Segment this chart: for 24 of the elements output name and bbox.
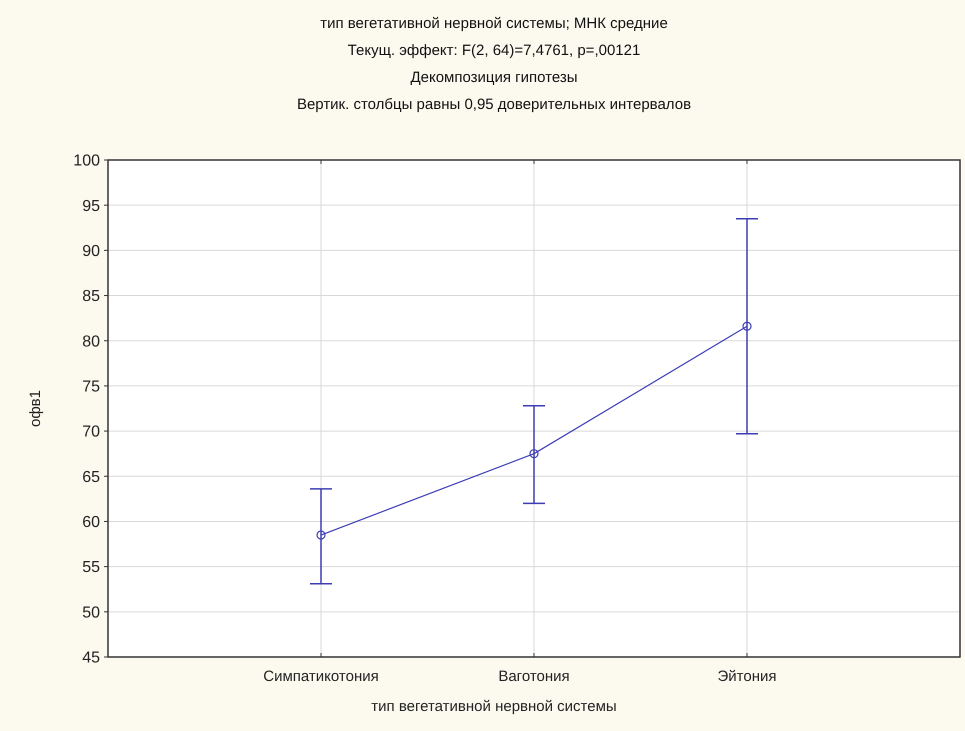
y-tick-label: 55 — [82, 559, 100, 576]
chart-title: тип вегетативной нервной системы; МНК средние — [320, 15, 668, 32]
text: Вертик. столбцы равны 0,95 доверительных интервалов — [296, 96, 692, 113]
y-tick-label: 45 — [82, 650, 100, 667]
x-tick-label: Ваготония — [498, 668, 570, 685]
y-tick-label: 50 — [82, 604, 100, 622]
y-tick-label: 90 — [82, 242, 100, 260]
point — [742, 322, 752, 331]
text: Декомпозиция гипотезы — [410, 69, 578, 86]
chart-subtitle: Текущ. эффект: F(2, 64)=7,4761, p=,00121 — [348, 42, 640, 59]
x-tick-label: Симпатикотония — [263, 668, 379, 685]
point — [316, 530, 326, 540]
y-tick-label: 70 — [82, 424, 100, 441]
y-tick-label: 100 — [73, 152, 100, 170]
y-tick-label: 95 — [82, 198, 100, 215]
y-axis-title: офв1 — [27, 390, 44, 427]
x-tick-label: Эйтония — [718, 668, 776, 685]
point — [529, 449, 539, 458]
y-tick-label: 80 — [82, 333, 100, 350]
y-tick-label: 75 — [82, 378, 100, 396]
y-tick-label: 60 — [82, 514, 100, 532]
y-tick-label: 65 — [82, 468, 100, 486]
x-axis-title: тип вегетативной нервной системы — [371, 698, 617, 715]
y-tick-label: 85 — [82, 288, 100, 306]
